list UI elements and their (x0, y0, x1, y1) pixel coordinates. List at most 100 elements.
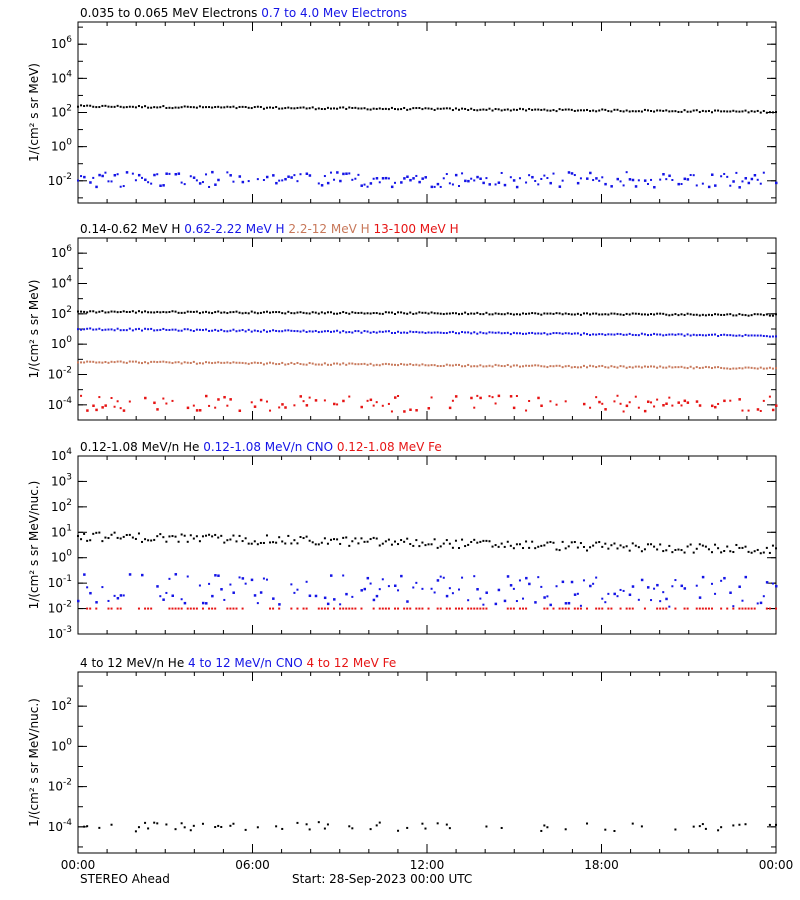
data-point (662, 591, 665, 594)
data-point (775, 823, 777, 826)
data-point (409, 178, 412, 182)
data-point (366, 363, 369, 366)
data-point (308, 594, 312, 598)
data-point (278, 603, 281, 606)
data-point (671, 585, 674, 588)
data-point (305, 107, 308, 110)
data-point (418, 311, 421, 314)
data-point (226, 539, 229, 542)
data-point (183, 105, 186, 108)
data-point (476, 394, 479, 397)
data-point (775, 313, 777, 316)
data-point (345, 363, 348, 366)
data-point (107, 599, 110, 602)
data-point (674, 333, 677, 336)
data-point (738, 546, 741, 549)
data-point (515, 600, 518, 603)
data-point (125, 310, 128, 313)
data-point (177, 540, 180, 543)
data-point (515, 395, 518, 398)
data-point (683, 399, 687, 403)
data-point (278, 363, 281, 366)
data-point (665, 333, 668, 336)
data-point (171, 328, 174, 331)
data-point (241, 105, 244, 108)
data-point (345, 592, 348, 596)
data-point (461, 331, 464, 334)
data-point (546, 826, 549, 829)
data-point (543, 332, 546, 335)
data-point (540, 177, 543, 180)
data-point (208, 311, 211, 314)
data-point (314, 108, 317, 111)
data-point (336, 107, 339, 110)
data-point (726, 545, 729, 548)
data-point (717, 829, 720, 832)
data-point (308, 174, 312, 177)
plot-frame (77, 455, 777, 635)
data-point (378, 588, 381, 591)
data-point (378, 821, 381, 824)
data-point (342, 399, 345, 403)
data-point (250, 401, 253, 404)
data-point (634, 395, 637, 398)
data-point (110, 607, 113, 610)
data-point (366, 108, 369, 111)
data-point (171, 107, 174, 110)
data-point (378, 312, 381, 315)
data-point (293, 312, 296, 315)
data-point (613, 592, 616, 596)
data-point (317, 543, 320, 546)
data-point (180, 533, 183, 536)
data-point (366, 185, 369, 188)
data-point (141, 106, 144, 109)
data-point (400, 181, 403, 184)
data-point (762, 110, 765, 113)
data-point (433, 185, 436, 188)
data-point (717, 109, 720, 112)
data-point (342, 172, 345, 176)
data-point (479, 396, 482, 400)
data-point (461, 538, 464, 541)
data-point (104, 104, 107, 107)
x-tick-label: 06:00 (235, 858, 270, 872)
data-point (86, 607, 89, 610)
data-point (461, 172, 464, 175)
data-point (549, 181, 552, 185)
data-point (159, 328, 162, 331)
data-point (643, 409, 647, 413)
data-point (671, 366, 674, 369)
data-point (171, 362, 174, 365)
data-point (198, 105, 201, 108)
data-point (622, 184, 625, 187)
data-point (384, 362, 387, 365)
data-point (442, 313, 445, 316)
data-point (360, 405, 363, 409)
data-point (220, 825, 223, 828)
data-point (180, 106, 183, 109)
data-point (680, 333, 683, 336)
data-point (220, 106, 223, 109)
data-point (765, 335, 768, 338)
data-point (250, 107, 253, 110)
data-point (150, 327, 153, 330)
data-point (714, 543, 717, 546)
data-point (771, 582, 774, 585)
data-point (744, 109, 747, 112)
data-point (397, 607, 400, 610)
data-point (180, 329, 183, 332)
data-point (631, 542, 634, 545)
data-point (430, 185, 434, 189)
data-point (582, 402, 586, 406)
data-point (491, 313, 494, 316)
data-point (278, 406, 281, 409)
data-point (393, 396, 397, 399)
data-point (579, 333, 582, 336)
series-13-100-mev-h (80, 394, 778, 413)
data-point (241, 577, 245, 580)
data-point (543, 365, 546, 368)
data-point (476, 332, 479, 335)
data-point (558, 185, 562, 188)
data-point (564, 602, 568, 605)
data-point (646, 365, 649, 368)
